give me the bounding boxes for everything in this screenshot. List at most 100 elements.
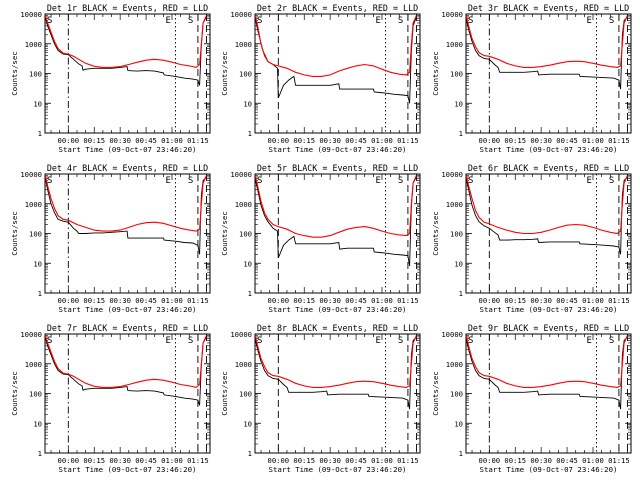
y-tick-label: 100: [29, 70, 42, 79]
y-tick-label: 10: [243, 99, 252, 108]
panel-title: Det 2r BLACK = Events, RED = LLD: [257, 3, 418, 13]
y-tick-label: 100: [29, 230, 42, 239]
panel-det-3: Det 3r BLACK = Events, RED = LLD 1 10 100 10…: [431, 3, 632, 154]
x-tick-label: 00:30: [109, 456, 131, 465]
x-tick-label: 01:00: [371, 296, 393, 305]
segment-marker-s: S: [609, 16, 614, 26]
y-tick-label: 10000: [441, 170, 463, 179]
series-line-lld: [44, 335, 208, 388]
series-line-events: [465, 16, 628, 90]
y-axis-label: Counts/sec: [431, 211, 440, 256]
panel-det-9: Det 9r BLACK = Events, RED = LLD 1 10 100 10…: [431, 323, 632, 474]
y-tick-label: 1: [459, 289, 463, 298]
x-tick-label: 00:30: [530, 456, 552, 465]
y-tick-label: 1000: [25, 200, 42, 209]
x-axis-label: Start Time (09-Oct-07 23:46:20): [480, 465, 618, 474]
x-tick-label: 01:15: [397, 136, 419, 145]
series-line-events: [44, 336, 207, 406]
panel-title: Det 8r BLACK = Events, RED = LLD: [257, 323, 418, 333]
x-tick-label: 00:45: [556, 136, 578, 145]
plot-frame: [44, 13, 211, 134]
panel-det-1: Det 1r BLACK = Events, RED = LLD 1 10 100 10…: [10, 3, 211, 154]
series-line-events: [254, 176, 417, 267]
x-axis-label: Start Time (09-Oct-07 23:46:20): [59, 145, 197, 154]
x-tick-label: 00:45: [556, 456, 578, 465]
segment-marker-s: S: [468, 176, 473, 186]
y-tick-label: 1000: [235, 200, 252, 209]
x-tick-label: 00:30: [109, 136, 131, 145]
segment-marker-e: E: [586, 16, 591, 26]
panel-title: Det 5r BLACK = Events, RED = LLD: [257, 163, 418, 173]
x-tick-label: 01:15: [397, 296, 419, 305]
y-tick-label: 1: [248, 449, 252, 458]
panel-det-6: Det 6r BLACK = Events, RED = LLD 1 10 100 10…: [431, 163, 632, 314]
y-tick-label: 10000: [20, 10, 42, 19]
series-line-lld: [44, 15, 208, 68]
x-tick-label: 00:15: [83, 136, 105, 145]
x-tick-label: 00:30: [319, 456, 341, 465]
x-tick-label: 01:00: [582, 296, 604, 305]
x-tick-label: 00:15: [83, 456, 105, 465]
series-line-lld: [465, 335, 629, 388]
x-axis-label: Start Time (09-Oct-07 23:46:20): [59, 305, 197, 314]
y-tick-label: 10: [33, 259, 42, 268]
series-line-events: [254, 16, 417, 104]
x-tick-label: 01:15: [187, 456, 209, 465]
x-axis-label: Start Time (09-Oct-07 23:46:20): [480, 145, 618, 154]
y-tick-label: 1: [248, 129, 252, 138]
y-tick-label: 10000: [20, 330, 42, 339]
segment-marker-s: S: [398, 16, 403, 26]
y-tick-label: 10000: [20, 170, 42, 179]
x-tick-label: 00:00: [479, 296, 501, 305]
x-tick-label: 00:15: [504, 296, 526, 305]
x-tick-label: 00:00: [58, 296, 80, 305]
y-tick-label: 1000: [235, 360, 252, 369]
y-tick-label: 100: [239, 390, 252, 399]
panel-title: Det 6r BLACK = Events, RED = LLD: [468, 163, 629, 173]
y-axis-label: Counts/sec: [10, 211, 19, 256]
x-tick-label: 01:15: [187, 136, 209, 145]
y-tick-label: 10: [454, 419, 463, 428]
x-tick-label: 00:00: [479, 136, 501, 145]
segment-marker-s: S: [47, 336, 52, 346]
y-tick-label: 10: [454, 259, 463, 268]
y-tick-label: 10000: [230, 330, 252, 339]
y-tick-label: 100: [29, 390, 42, 399]
x-tick-label: 01:15: [608, 456, 630, 465]
series-line-events: [254, 336, 417, 410]
x-axis-label: Start Time (09-Oct-07 23:46:20): [480, 305, 618, 314]
series-line-lld: [254, 15, 418, 77]
segment-marker-s: S: [257, 16, 262, 26]
y-tick-label: 100: [450, 230, 463, 239]
x-tick-label: 01:15: [608, 296, 630, 305]
segment-marker-s: S: [47, 176, 52, 186]
y-tick-label: 100: [450, 390, 463, 399]
x-tick-label: 00:30: [109, 296, 131, 305]
series-line-events: [465, 176, 628, 255]
segment-marker-e: E: [586, 176, 591, 186]
x-tick-label: 00:45: [556, 296, 578, 305]
y-axis-label: Counts/sec: [431, 371, 440, 416]
y-tick-label: 10: [33, 99, 42, 108]
series-line-lld: [254, 175, 418, 238]
y-tick-label: 1000: [446, 360, 463, 369]
segment-marker-s: S: [257, 336, 262, 346]
y-tick-label: 100: [239, 230, 252, 239]
panel-det-4: Det 4r BLACK = Events, RED = LLD 1 10 100 10…: [10, 163, 211, 314]
x-tick-label: 00:00: [479, 456, 501, 465]
y-tick-label: 1000: [235, 40, 252, 49]
y-tick-label: 1: [248, 289, 252, 298]
y-tick-label: 1: [38, 129, 42, 138]
series-line-lld: [44, 175, 208, 232]
x-tick-label: 00:45: [135, 456, 157, 465]
y-tick-label: 10000: [441, 10, 463, 19]
y-tick-label: 1000: [446, 200, 463, 209]
y-tick-label: 10000: [441, 330, 463, 339]
y-axis-label: Counts/sec: [220, 211, 229, 256]
segment-marker-s: S: [188, 16, 193, 26]
y-tick-label: 1: [459, 449, 463, 458]
plot-frame: [465, 173, 632, 294]
panel-det-5: Det 5r BLACK = Events, RED = LLD 1 10 100 10…: [220, 163, 421, 314]
y-tick-label: 10000: [230, 10, 252, 19]
